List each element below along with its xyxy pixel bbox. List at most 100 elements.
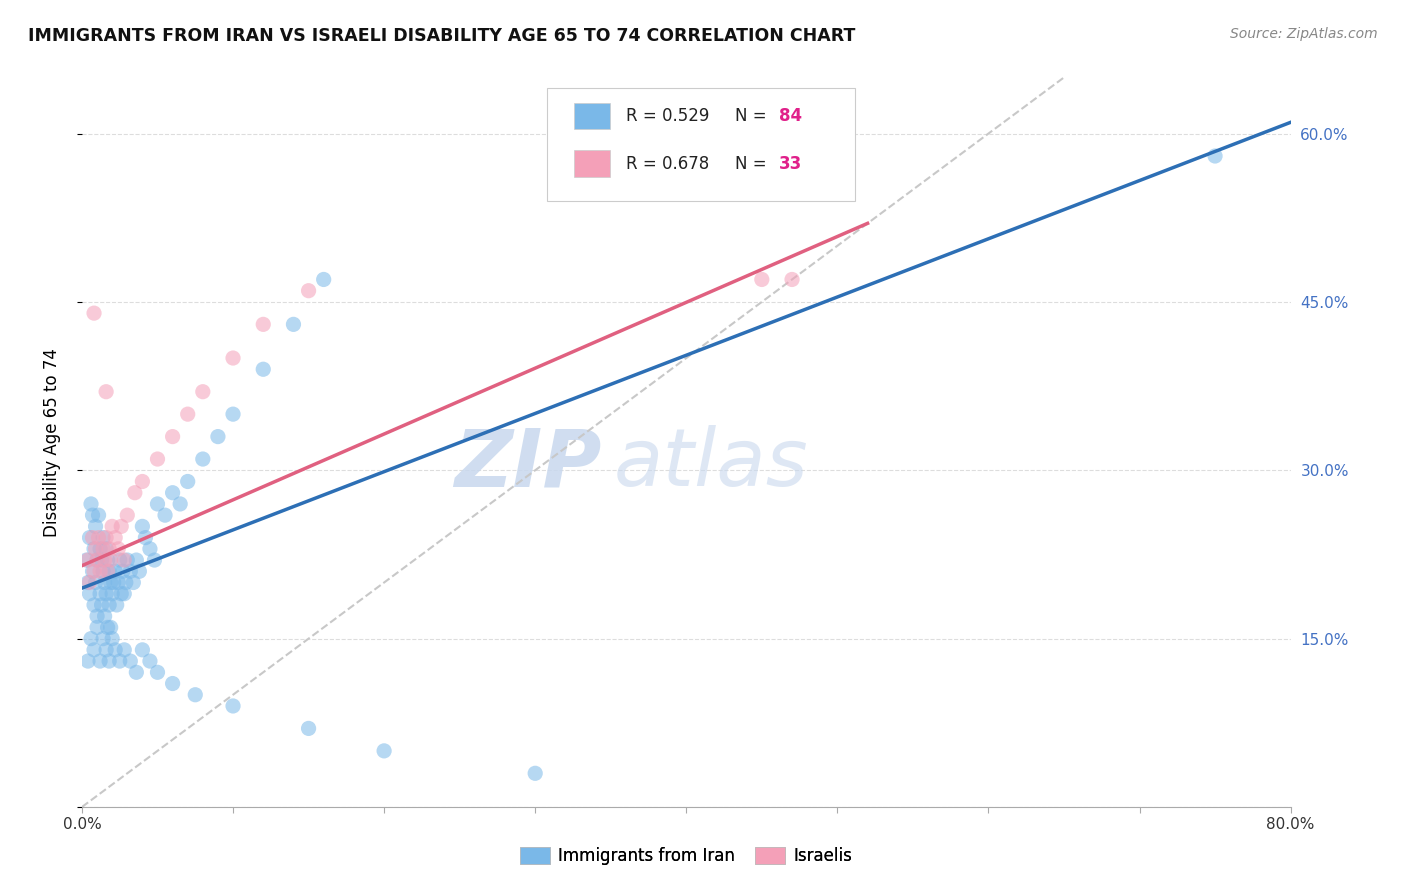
Point bbox=[94, 643, 117, 657]
Point bbox=[162, 676, 184, 690]
Text: IMMIGRANTS FROM IRAN VS ISRAELI DISABILITY AGE 65 TO 74 CORRELATION CHART: IMMIGRANTS FROM IRAN VS ISRAELI DISABILI… bbox=[28, 27, 855, 45]
Point bbox=[122, 575, 145, 590]
Point bbox=[222, 407, 245, 421]
Point bbox=[524, 766, 547, 780]
Point bbox=[91, 632, 114, 646]
Point bbox=[98, 654, 121, 668]
Point bbox=[100, 620, 122, 634]
Point bbox=[101, 519, 124, 533]
Point bbox=[780, 272, 803, 286]
Point bbox=[297, 722, 319, 736]
Point bbox=[79, 531, 101, 545]
Point bbox=[100, 553, 122, 567]
Y-axis label: Disability Age 65 to 74: Disability Age 65 to 74 bbox=[44, 348, 60, 537]
Point bbox=[146, 497, 169, 511]
Point bbox=[87, 508, 110, 523]
Point bbox=[93, 553, 115, 567]
Point bbox=[98, 598, 121, 612]
Point bbox=[108, 553, 131, 567]
Point bbox=[86, 553, 108, 567]
Point bbox=[77, 553, 100, 567]
Point bbox=[98, 564, 121, 578]
Text: N =: N = bbox=[734, 154, 766, 172]
Point bbox=[283, 318, 305, 332]
Text: 84: 84 bbox=[779, 107, 803, 125]
Point bbox=[90, 553, 112, 567]
Point bbox=[83, 598, 105, 612]
Point bbox=[107, 541, 129, 556]
Point bbox=[83, 643, 105, 657]
Point bbox=[373, 744, 395, 758]
Point bbox=[94, 384, 117, 399]
Point bbox=[131, 643, 153, 657]
Text: 33: 33 bbox=[779, 154, 803, 172]
Point bbox=[120, 564, 142, 578]
Point bbox=[86, 620, 108, 634]
Point bbox=[76, 553, 98, 567]
Point bbox=[177, 407, 200, 421]
Point bbox=[89, 654, 111, 668]
Point bbox=[252, 362, 274, 376]
Point bbox=[79, 575, 101, 590]
Point bbox=[98, 541, 121, 556]
Point bbox=[222, 698, 245, 713]
FancyBboxPatch shape bbox=[547, 88, 855, 202]
Point bbox=[125, 553, 148, 567]
Point bbox=[153, 508, 176, 523]
Point bbox=[114, 575, 136, 590]
Point bbox=[107, 575, 129, 590]
Point bbox=[252, 318, 274, 332]
Point bbox=[94, 587, 117, 601]
Point bbox=[222, 351, 245, 365]
Point bbox=[94, 541, 117, 556]
Point bbox=[146, 452, 169, 467]
FancyBboxPatch shape bbox=[574, 103, 610, 129]
Point bbox=[139, 654, 162, 668]
Point bbox=[117, 508, 139, 523]
Point bbox=[297, 284, 319, 298]
Point bbox=[86, 553, 108, 567]
Text: R = 0.678: R = 0.678 bbox=[626, 154, 709, 172]
Point bbox=[84, 575, 107, 590]
Point bbox=[94, 531, 117, 545]
Point bbox=[84, 541, 107, 556]
Text: atlas: atlas bbox=[614, 425, 808, 503]
Point bbox=[162, 429, 184, 443]
Point bbox=[117, 553, 139, 567]
Point bbox=[87, 531, 110, 545]
Point bbox=[112, 553, 135, 567]
Text: N =: N = bbox=[734, 107, 766, 125]
Point bbox=[101, 632, 124, 646]
Point bbox=[146, 665, 169, 680]
Point bbox=[97, 564, 120, 578]
Point bbox=[120, 654, 142, 668]
Point bbox=[83, 541, 105, 556]
Point bbox=[97, 620, 120, 634]
Point bbox=[91, 564, 114, 578]
Point bbox=[82, 508, 104, 523]
Point bbox=[93, 575, 115, 590]
Point bbox=[93, 609, 115, 624]
Point bbox=[77, 654, 100, 668]
Point bbox=[101, 587, 124, 601]
Point bbox=[131, 475, 153, 489]
Legend: Immigrants from Iran, Israelis: Immigrants from Iran, Israelis bbox=[513, 840, 859, 871]
Point bbox=[82, 531, 104, 545]
Point bbox=[91, 531, 114, 545]
Point bbox=[77, 575, 100, 590]
Point bbox=[89, 541, 111, 556]
Point bbox=[103, 575, 125, 590]
Point bbox=[125, 665, 148, 680]
Point bbox=[111, 564, 134, 578]
Point bbox=[89, 564, 111, 578]
Point bbox=[84, 519, 107, 533]
Point bbox=[79, 587, 101, 601]
FancyBboxPatch shape bbox=[574, 151, 610, 177]
Point bbox=[169, 497, 191, 511]
Point bbox=[86, 609, 108, 624]
Point bbox=[82, 564, 104, 578]
Point bbox=[124, 485, 146, 500]
Point bbox=[104, 564, 127, 578]
Point bbox=[80, 632, 103, 646]
Point bbox=[97, 553, 120, 567]
